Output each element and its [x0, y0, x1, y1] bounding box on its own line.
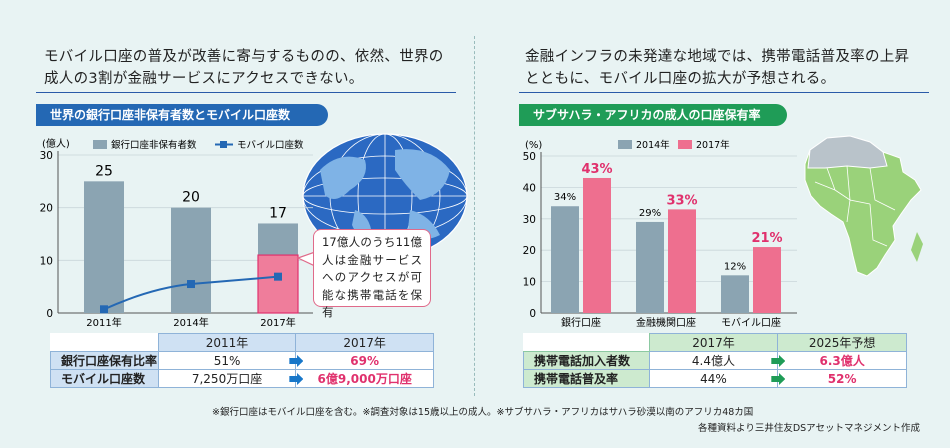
- bar-value-label: 12%: [724, 261, 746, 272]
- bar-value-label: 25: [95, 163, 113, 179]
- y-tick-label: 30: [523, 214, 536, 226]
- right-arrow-icon: [771, 373, 786, 385]
- table-row: モバイル口座数 7,250万口座 6億9,000万口座: [50, 369, 434, 388]
- line-point: [274, 272, 282, 281]
- line-point: [187, 280, 195, 289]
- line-point: [100, 305, 108, 314]
- x-tick-label: 金融機関口座: [636, 316, 696, 329]
- bar-value-label: 29%: [639, 208, 661, 219]
- bar-value-label: 17: [269, 205, 287, 221]
- y-tick-label: 20: [40, 203, 53, 215]
- right-intro-line-2: とともに、モバイル口座の拡大が予想される。: [525, 71, 836, 87]
- table-row-label: 銀行口座保有比率: [50, 351, 159, 370]
- y-tick-label: 20: [523, 245, 536, 257]
- table-row: 銀行口座保有比率 51% 69%: [50, 351, 434, 370]
- bar-value-label: 21%: [751, 231, 782, 246]
- bar: [583, 177, 611, 313]
- table-header-2017: 2017年: [295, 333, 434, 352]
- legend-label: モバイル口座数: [237, 139, 304, 151]
- bar: [84, 181, 124, 313]
- table-row: 2017年 2025年予想: [523, 333, 907, 352]
- table-row-label: モバイル口座数: [50, 369, 159, 388]
- y-tick-label: 10: [523, 277, 536, 289]
- table-row: 携帯電話加入者数 4.4億人 6.3億人: [523, 351, 907, 370]
- legend-marker: [220, 141, 227, 148]
- cell-value: 4.4億人: [691, 354, 736, 368]
- table-cell: 44%: [648, 369, 786, 388]
- table-cell: 6億9,000万口座: [295, 369, 434, 388]
- legend-label: 2017年: [696, 139, 730, 151]
- left-data-table: 2011年 2017年 銀行口座保有比率 51% 69% モバイル口座数 7,2…: [50, 333, 434, 388]
- table-cell: 69%: [295, 351, 434, 370]
- y-tick-label: 50: [523, 151, 536, 163]
- right-intro-line-1: 金融インフラの未発達な地域では、携帯電話普及率の上昇: [525, 49, 910, 65]
- left-panel: モバイル口座の普及が改善に寄与するものの、依然、世界の 成人の3割が金融サービス…: [36, 46, 468, 388]
- right-section-title: サブサハラ・アフリカの成人の口座保有率: [519, 104, 787, 126]
- africa-map-icon: [804, 135, 923, 277]
- table-row: 携帯電話普及率 44% 52%: [523, 369, 907, 388]
- legend-label: 2014年: [636, 139, 670, 151]
- legend-swatch: [618, 140, 632, 149]
- y-axis-label: (億人): [42, 137, 70, 150]
- right-arrow-icon: [771, 355, 786, 367]
- legend-swatch: [678, 140, 692, 149]
- cell-value: 44%: [700, 371, 727, 386]
- right-intro: 金融インフラの未発達な地域では、携帯電話普及率の上昇 とともに、モバイル口座の拡…: [525, 46, 909, 90]
- bar-value-label: 43%: [581, 162, 612, 177]
- y-tick-label: 10: [40, 255, 53, 267]
- bar: [753, 247, 781, 313]
- x-tick-label: モバイル口座: [721, 316, 781, 329]
- left-section-title: 世界の銀行口座非保有者数とモバイル口座数: [36, 104, 328, 126]
- table-corner: [50, 333, 159, 352]
- bar-value-label: 20: [182, 190, 200, 206]
- bar-value-label: 34%: [554, 192, 576, 203]
- x-tick-label: 2014年: [173, 316, 208, 329]
- legend-swatch-bar: [93, 140, 107, 149]
- panel-divider: [474, 36, 475, 396]
- y-tick-label: 0: [529, 308, 536, 320]
- bar-value-label: 33%: [666, 193, 697, 208]
- bar: [636, 221, 664, 313]
- y-axis-label: (%): [525, 140, 542, 151]
- table-cell: 6.3億人: [777, 351, 907, 370]
- table-header-2017: 2017年: [648, 333, 779, 352]
- right-intro-rule: [519, 92, 929, 93]
- right-arrow-icon: [289, 355, 304, 367]
- legend-label: 銀行口座非保有者数: [111, 139, 197, 151]
- left-intro-line-1: モバイル口座の普及が改善に寄与するものの、依然、世界の: [44, 49, 444, 65]
- table-row-label: 携帯電話加入者数: [523, 351, 650, 370]
- table-row-label: 携帯電話普及率: [523, 369, 650, 388]
- y-tick-label: 0: [46, 308, 53, 320]
- table-cell: 51%: [157, 351, 304, 370]
- bar: [551, 206, 579, 313]
- right-data-table: 2017年 2025年予想 携帯電話加入者数 4.4億人 6.3億人 携帯電話普…: [523, 333, 907, 388]
- cell-value: 7,250万口座: [191, 372, 263, 386]
- table-cell: 7,250万口座: [157, 369, 304, 388]
- bar: [171, 207, 211, 313]
- callout-box: 17億人のうち11億人は金融サービスへのアクセスが可能な携帯電話を保有: [313, 229, 431, 319]
- y-tick-label: 40: [523, 182, 536, 194]
- bar: [668, 209, 696, 313]
- cell-value: 51%: [213, 353, 241, 368]
- footnote: ※銀行口座はモバイル口座を含む。※調査対象は15歳以上の成人。※サブサハラ・アフ…: [212, 407, 754, 418]
- highlight-segment: [257, 254, 299, 314]
- right-panel: 金融インフラの未発達な地域では、携帯電話普及率の上昇 とともに、モバイル口座の拡…: [475, 0, 950, 448]
- x-tick-label: 銀行口座: [561, 316, 601, 329]
- source-note: 各種資料より三井住友DSアセットマネジメント作成: [698, 423, 920, 434]
- table-header-2011: 2011年: [157, 333, 297, 352]
- y-tick-label: 30: [40, 150, 53, 162]
- table-corner: [523, 333, 650, 352]
- left-intro-line-2: 成人の3割が金融サービスにアクセスできない。: [44, 71, 364, 87]
- table-header-2025: 2025年予想: [777, 333, 907, 352]
- right-arrow-icon: [289, 373, 304, 385]
- bar: [721, 275, 749, 313]
- right-chart: (%) 0 10 20 30 40 50 2014年 2017年 34% 43% 銀行口座 29% 33…: [523, 135, 923, 329]
- table-row: 2011年 2017年: [50, 333, 434, 352]
- left-intro-rule: [36, 92, 456, 93]
- table-cell: 4.4億人: [648, 351, 786, 370]
- table-cell: 52%: [777, 369, 907, 388]
- x-tick-label: 2011年: [86, 316, 121, 329]
- left-intro: モバイル口座の普及が改善に寄与するものの、依然、世界の 成人の3割が金融サービス…: [44, 46, 444, 90]
- x-tick-label: 2017年: [260, 316, 295, 329]
